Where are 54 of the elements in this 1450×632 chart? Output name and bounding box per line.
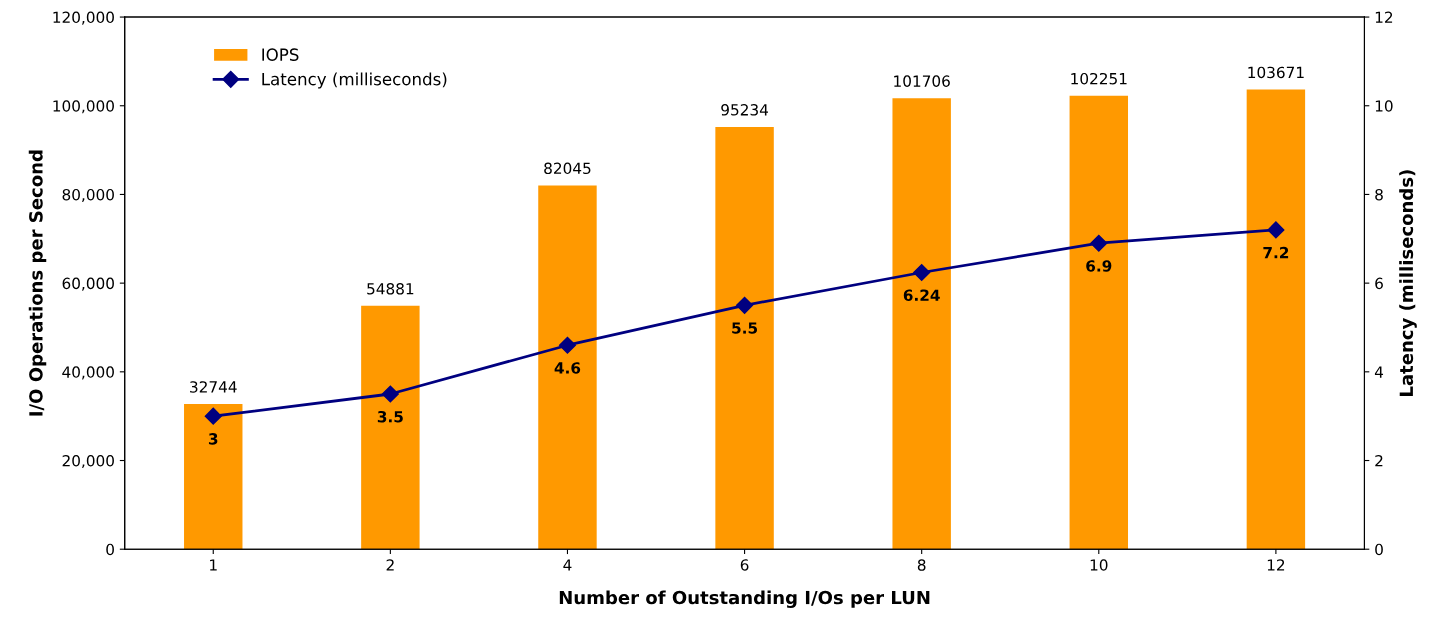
x-axis-title: Number of Outstanding I/Os per LUN xyxy=(559,590,930,608)
legend-label: IOPS xyxy=(262,48,299,61)
data-label: 3 xyxy=(208,433,218,445)
point xyxy=(558,336,577,354)
y2-tick-label: 4 xyxy=(1374,366,1384,378)
data-label: 6.9 xyxy=(1086,260,1112,272)
data-label: 4.6 xyxy=(554,362,581,374)
data-label: 7.2 xyxy=(1263,246,1289,259)
data-label: 3.5 xyxy=(377,410,403,423)
y2-tick-label: 0 xyxy=(1375,543,1383,556)
x-tick-label: 4 xyxy=(563,559,572,571)
y-tick-label: 40,000 xyxy=(62,366,114,380)
data-label: 103671 xyxy=(1248,66,1304,79)
y2-tick-label: 2 xyxy=(1375,454,1383,467)
point xyxy=(204,407,222,425)
data-label: 32744 xyxy=(190,381,237,393)
bar xyxy=(1246,89,1306,550)
bar xyxy=(184,404,243,550)
bar xyxy=(715,126,774,550)
y2-tick-label: 12 xyxy=(1375,11,1393,23)
y-tick-label: 100,000 xyxy=(53,100,114,114)
x-tick-label: 6 xyxy=(740,559,749,571)
point xyxy=(1090,234,1108,252)
y-tick-label: 0 xyxy=(106,543,114,556)
data-label: 95234 xyxy=(721,104,769,116)
data-label: 54881 xyxy=(367,282,414,295)
y2-tick-label: 10 xyxy=(1375,100,1393,112)
y2-tick-label: 8 xyxy=(1375,188,1383,201)
y-tick-label: 120,000 xyxy=(53,11,114,25)
data-label: 101706 xyxy=(894,75,950,87)
y2-axis-title: Latency (milliseconds) xyxy=(1399,170,1417,396)
x-tick-label: 10 xyxy=(1090,559,1108,571)
bar xyxy=(892,98,951,550)
data-label: 82045 xyxy=(544,162,591,175)
y-tick-label: 80,000 xyxy=(62,188,114,203)
x-tick-label: 12 xyxy=(1267,559,1285,571)
bar xyxy=(361,305,420,550)
x-tick-label: 2 xyxy=(386,559,394,571)
x-tick-label: 8 xyxy=(917,559,926,571)
y-tick-label: 20,000 xyxy=(62,454,114,469)
data-label: 102251 xyxy=(1071,72,1127,85)
point xyxy=(381,385,399,403)
point xyxy=(1267,221,1285,239)
y-axis-title: I/O Operations per Second xyxy=(28,150,47,416)
data-label: 5.5 xyxy=(732,322,758,334)
bar xyxy=(1069,95,1129,550)
y-tick-label: 60,000 xyxy=(62,277,114,291)
point xyxy=(736,296,754,314)
bar xyxy=(538,185,597,550)
data-label: 6.24 xyxy=(903,289,940,301)
legend-label: Latency (milliseconds) xyxy=(262,72,447,89)
point xyxy=(913,263,931,282)
y2-tick-label: 6 xyxy=(1375,277,1383,290)
x-tick-label: 1 xyxy=(210,559,217,571)
